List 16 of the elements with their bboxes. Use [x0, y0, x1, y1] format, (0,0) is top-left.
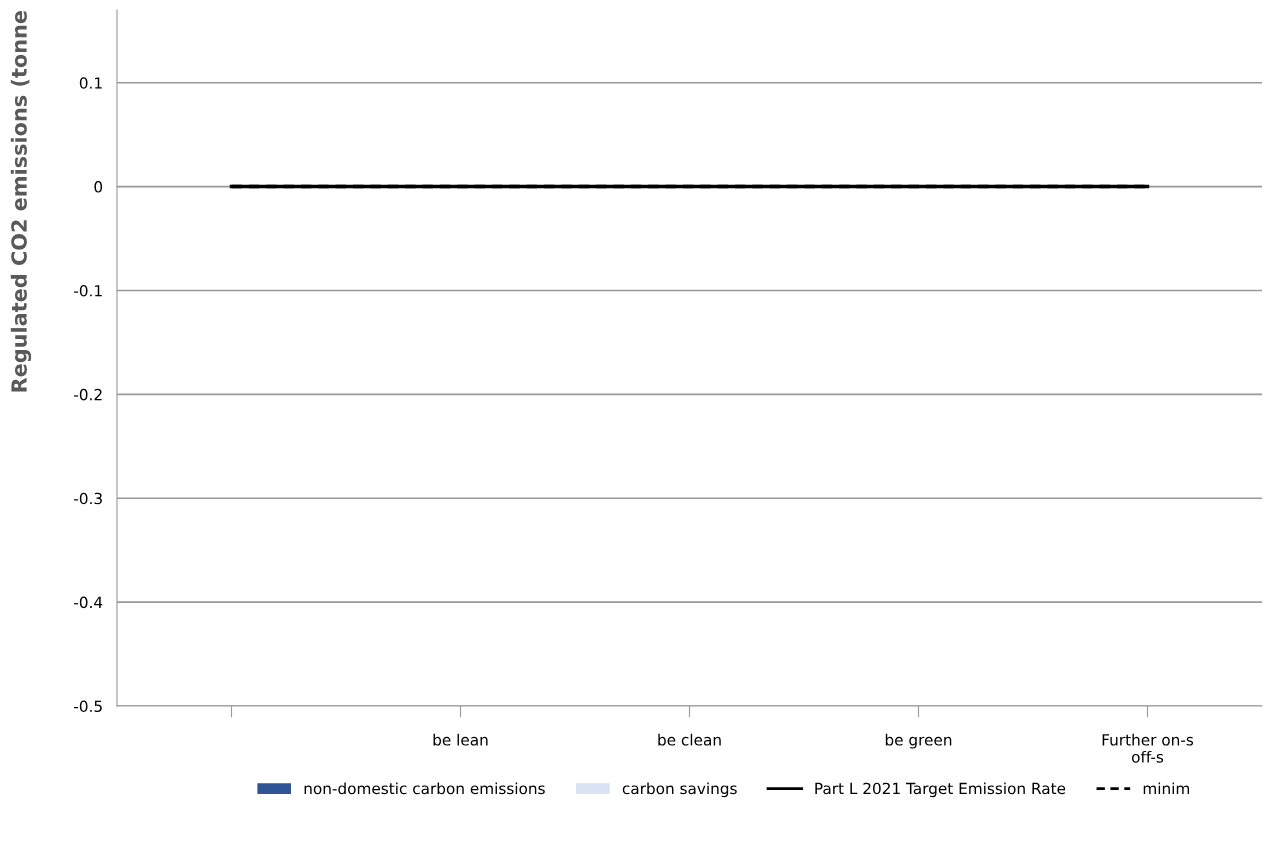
y-axis-title: Regulated CO2 emissions (tonne	[10, 11, 32, 392]
x-tick-label: be green	[885, 733, 952, 749]
x-tick-label: be clean	[658, 733, 721, 746]
y-tick-label: -0.1	[74, 284, 102, 297]
y-tick-label: -0.3	[74, 492, 102, 505]
legend-label: Part L 2021 Target Emission Rate	[815, 782, 1066, 798]
y-tick-label: -0.5	[74, 700, 102, 713]
y-tick-label: -0.2	[74, 388, 102, 401]
y-tick-label: 0	[94, 181, 103, 193]
y-tick-label: -0.4	[74, 596, 103, 609]
legend-label: minim	[1143, 782, 1190, 794]
legend-label: carbon savings	[622, 782, 737, 798]
legend-label: non-domestic carbon emissions	[304, 782, 545, 795]
x-tick-label: be lean	[433, 733, 488, 746]
y-tick-label: 0.1	[79, 77, 102, 89]
x-tick-label: Further on-s off-s	[1102, 733, 1194, 763]
